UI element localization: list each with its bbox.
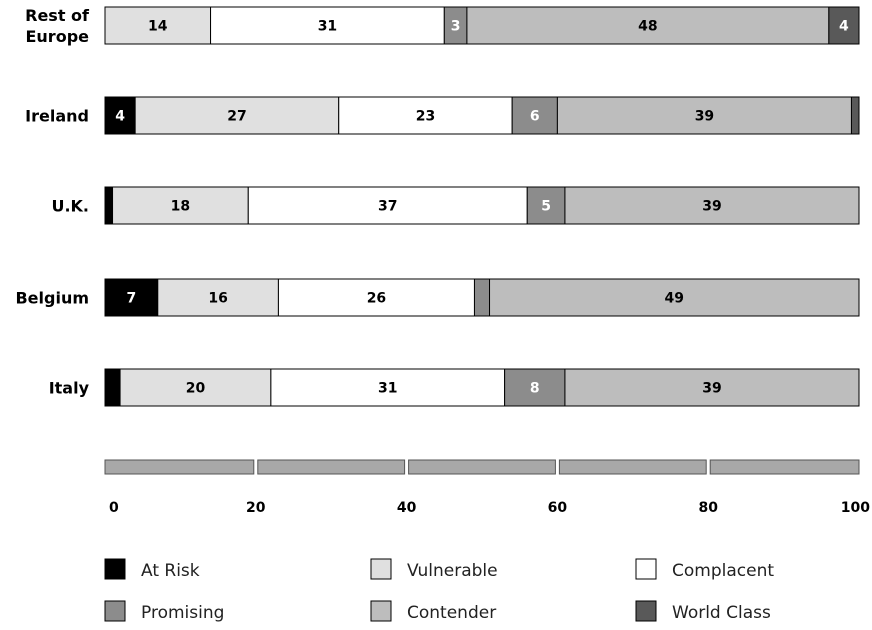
legend-label-world-class: World Class [672, 603, 771, 623]
value-label-rest-of-europe-complacent: 31 [318, 19, 337, 35]
bar-belgium-contender [489, 278, 860, 317]
bar-belgium-promising [473, 278, 491, 317]
value-label-ireland-promising: 6 [530, 109, 540, 125]
value-label-belgium-complacent: 26 [367, 291, 386, 307]
value-label-u-k-contender: 39 [702, 199, 721, 215]
legend-swatch-promising [104, 600, 126, 622]
legend: At Risk Vulnerable Complacent Promising Cont… [104, 558, 774, 623]
x-tick-label: 100 [841, 500, 870, 516]
bar-italy-at-risk [104, 368, 121, 407]
bar-u-k-vulnerable [112, 186, 249, 225]
category-label-belgium: Belgium [15, 289, 89, 308]
bar-italy-vulnerable [119, 368, 272, 407]
bar-u-k-contender [564, 186, 860, 225]
category-label-rest-of-europe: Rest of [25, 6, 90, 25]
axis-segment [104, 459, 255, 475]
bar-rest-of-europe-vulnerable [104, 6, 212, 45]
value-label-rest-of-europe-world-class: 4 [839, 19, 849, 35]
category-label-ireland: Ireland [25, 107, 89, 126]
bar-rest-of-europe-contender [466, 6, 830, 45]
x-axis: 0 20 40 60 80 100 [104, 459, 870, 516]
value-label-u-k-promising: 5 [541, 199, 551, 215]
bar-ireland-complacent [338, 96, 513, 135]
legend-label-contender: Contender [407, 603, 496, 623]
value-label-italy-promising: 8 [530, 381, 540, 397]
legend-label-complacent: Complacent [672, 561, 774, 581]
bar-italy-complacent [270, 368, 506, 407]
bar-italy-contender [564, 368, 860, 407]
bar-u-k-promising [526, 186, 566, 225]
value-label-ireland-complacent: 23 [416, 109, 435, 125]
legend-label-vulnerable: Vulnerable [407, 561, 498, 581]
value-label-belgium-contender: 49 [665, 291, 684, 307]
bar-belgium-vulnerable [157, 278, 279, 317]
value-label-italy-complacent: 31 [378, 381, 397, 397]
bar-ireland-vulnerable [134, 96, 340, 135]
category-labels: Rest of Europe Ireland U.K. Belgium Italy [15, 6, 90, 398]
axis-segment [558, 459, 707, 475]
axis-segment [257, 459, 406, 475]
value-label-ireland-vulnerable: 27 [227, 109, 246, 125]
legend-swatch-contender [370, 600, 392, 622]
value-label-rest-of-europe-vulnerable: 14 [148, 19, 168, 35]
x-tick-label: 80 [698, 500, 718, 516]
value-label-ireland-at-risk: 4 [115, 109, 125, 125]
value-label-belgium-vulnerable: 16 [208, 291, 227, 307]
value-label-rest-of-europe-contender: 48 [638, 19, 657, 35]
value-label-rest-of-europe-promising: 3 [451, 19, 461, 35]
legend-label-promising: Promising [141, 603, 224, 623]
bar-ireland-world-class [850, 96, 860, 135]
value-label-u-k-complacent: 37 [378, 199, 397, 215]
x-tick-label: 20 [246, 500, 266, 516]
bar-u-k-complacent [247, 186, 528, 225]
axis-segment [709, 459, 860, 475]
legend-swatch-at-risk [104, 558, 126, 580]
value-label-belgium-at-risk: 7 [127, 291, 137, 307]
bar-rest-of-europe-world-class [828, 6, 860, 45]
value-label-italy-vulnerable: 20 [186, 381, 206, 397]
bar-ireland-at-risk [104, 96, 136, 135]
axis-segment [408, 459, 556, 475]
x-tick-label: 40 [397, 500, 417, 516]
x-tick-label: 60 [548, 500, 568, 516]
category-label-italy: Italy [49, 379, 90, 398]
bar-rest-of-europe-complacent [210, 6, 445, 45]
category-label-u-k: U.K. [51, 197, 89, 216]
bar-belgium-complacent [277, 278, 475, 317]
bars-layer: 14 31 3 48 4 4 27 23 6 39 18 37 5 39 7 16 26 49 20 31 8 39 [104, 6, 860, 407]
legend-swatch-vulnerable [370, 558, 392, 580]
value-label-ireland-contender: 39 [695, 109, 714, 125]
bar-ireland-promising [511, 96, 558, 135]
value-label-u-k-vulnerable: 18 [171, 199, 190, 215]
x-tick-label: 0 [109, 500, 119, 516]
legend-swatch-complacent [635, 558, 657, 580]
value-label-italy-contender: 39 [702, 381, 721, 397]
bar-u-k-at-risk [104, 186, 114, 225]
bar-ireland-contender [556, 96, 852, 135]
bar-belgium-at-risk [104, 278, 159, 317]
category-label-rest-of-europe: Europe [25, 27, 89, 46]
legend-swatch-world-class [635, 600, 657, 622]
legend-label-at-risk: At Risk [141, 561, 200, 581]
